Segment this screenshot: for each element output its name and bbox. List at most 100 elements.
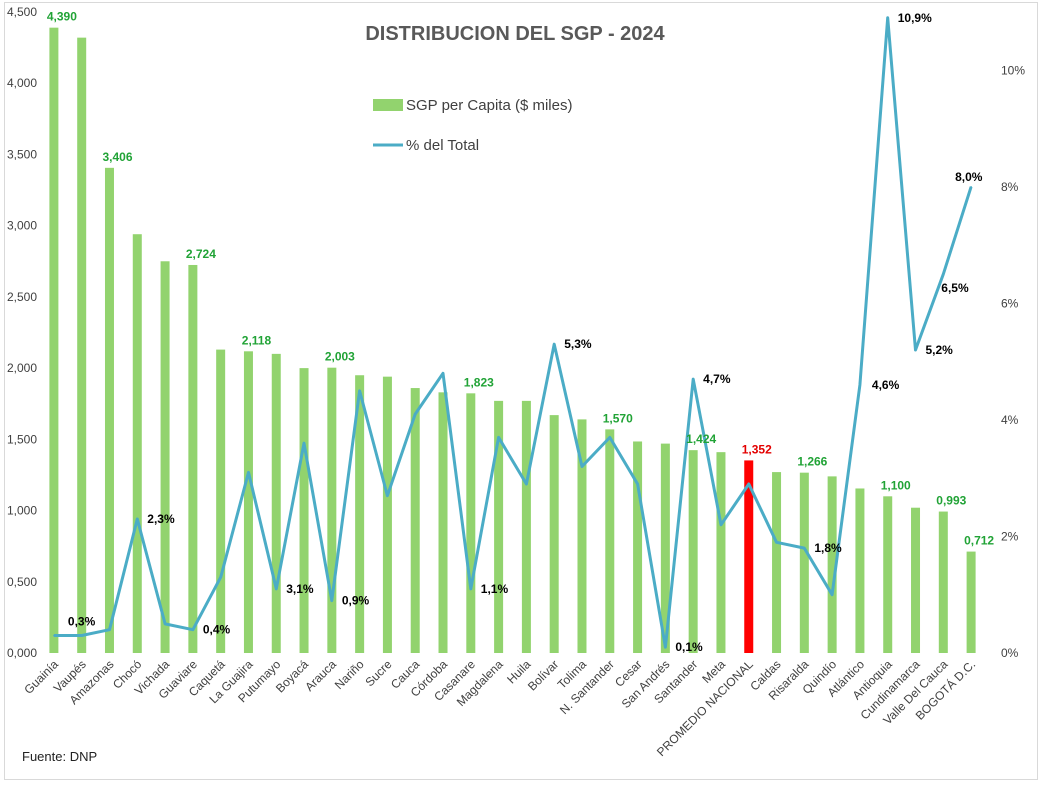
y-axis-right: 0% 2% 4% 6% 8% 10% bbox=[1001, 63, 1025, 660]
y-right-tick-label: 10% bbox=[1001, 63, 1025, 77]
bar bbox=[327, 367, 337, 653]
bar-value-label: 1,570 bbox=[603, 411, 633, 425]
percent-line bbox=[53, 16, 973, 649]
bar bbox=[494, 400, 504, 653]
line-point bbox=[470, 588, 472, 590]
line-value-label: 5,3% bbox=[564, 337, 592, 351]
legend-line-label: % del Total bbox=[406, 137, 479, 154]
line-point bbox=[692, 378, 694, 380]
bar bbox=[521, 400, 531, 653]
bar bbox=[216, 349, 226, 653]
line-series bbox=[53, 16, 973, 649]
bar bbox=[799, 472, 809, 653]
line-point bbox=[331, 599, 333, 602]
bar bbox=[772, 472, 782, 653]
bar bbox=[911, 507, 921, 653]
line-value-label: 0,9% bbox=[342, 594, 370, 608]
line-point bbox=[80, 634, 83, 637]
bar bbox=[466, 393, 476, 653]
line-point bbox=[53, 634, 55, 637]
line-value-label: 0,1% bbox=[675, 640, 703, 654]
legend-bar-label: SGP per Capita ($ miles) bbox=[406, 97, 572, 114]
line-point bbox=[775, 541, 778, 544]
y-left-tick-label: 4,000 bbox=[7, 76, 37, 90]
y-right-tick-label: 0% bbox=[1001, 646, 1019, 660]
x-axis-categories: GuainíaVaupésAmazonasChocóVichadaGuaviar… bbox=[21, 657, 978, 760]
legend-bar-swatch bbox=[373, 99, 403, 111]
y-left-tick-label: 2,500 bbox=[7, 290, 37, 304]
y-left-tick-label: 2,000 bbox=[7, 361, 37, 375]
line-point bbox=[247, 471, 250, 474]
line-point bbox=[358, 389, 361, 392]
line-point bbox=[942, 273, 945, 276]
line-point bbox=[303, 442, 305, 445]
bar bbox=[188, 264, 198, 653]
line-point bbox=[914, 349, 917, 351]
bar bbox=[299, 368, 309, 653]
bar bbox=[549, 415, 559, 653]
category-label: Arauca bbox=[302, 657, 339, 694]
bar bbox=[855, 488, 865, 653]
line-point bbox=[608, 436, 611, 439]
bar-value-label: 1,823 bbox=[464, 375, 494, 389]
bar-value-label: 3,406 bbox=[102, 150, 132, 164]
bar bbox=[716, 452, 726, 653]
line-point bbox=[497, 436, 500, 439]
line-point bbox=[219, 576, 222, 579]
line-point bbox=[136, 518, 139, 520]
bar bbox=[132, 234, 142, 654]
line-point bbox=[970, 186, 972, 188]
line-point bbox=[442, 372, 444, 375]
y-left-tick-label: 0,500 bbox=[7, 575, 37, 589]
bar bbox=[938, 511, 948, 653]
bar bbox=[355, 375, 365, 653]
bar bbox=[605, 429, 615, 653]
line-value-label: 1,8% bbox=[814, 541, 842, 555]
line-point bbox=[192, 628, 194, 631]
line-value-label: 4,6% bbox=[872, 378, 900, 392]
line-point bbox=[275, 588, 278, 590]
line-value-label: 1,1% bbox=[481, 582, 509, 596]
bar bbox=[966, 551, 976, 653]
chart-title: DISTRIBUCION DEL SGP - 2024 bbox=[365, 23, 665, 45]
y-left-tick-label: 3,000 bbox=[7, 219, 37, 233]
line-point bbox=[164, 623, 166, 625]
bar-series bbox=[49, 27, 976, 654]
bar bbox=[438, 392, 448, 653]
chart-frame bbox=[4, 2, 1038, 780]
y-right-tick-label: 8% bbox=[1001, 180, 1019, 194]
y-left-tick-label: 1,500 bbox=[7, 432, 37, 446]
bar-promedio-nacional bbox=[744, 460, 754, 653]
y-left-tick-label: 3,500 bbox=[7, 147, 37, 161]
category-label: Bolívar bbox=[525, 657, 561, 693]
bar-value-label: 2,118 bbox=[242, 333, 272, 347]
bar bbox=[688, 450, 698, 653]
bar bbox=[577, 419, 587, 653]
line-point bbox=[553, 343, 555, 345]
bar bbox=[243, 351, 253, 653]
bar-value-label: 4,390 bbox=[47, 10, 77, 24]
line-point bbox=[831, 593, 833, 596]
line-point bbox=[414, 413, 417, 415]
line-point bbox=[108, 628, 111, 631]
bar bbox=[410, 388, 420, 653]
line-point bbox=[803, 547, 806, 549]
bar bbox=[827, 476, 837, 653]
y-left-tick-label: 0,000 bbox=[7, 646, 37, 660]
legend: SGP per Capita ($ miles) % del Total bbox=[373, 97, 572, 154]
bar bbox=[660, 443, 670, 653]
line-point bbox=[581, 465, 583, 468]
y-left-tick-label: 4,500 bbox=[7, 5, 37, 19]
line-value-label: 6,5% bbox=[941, 281, 969, 295]
line-point bbox=[859, 384, 861, 386]
source-note: Fuente: DNP bbox=[22, 749, 97, 764]
line-value-label: 3,1% bbox=[286, 582, 314, 596]
line-point bbox=[664, 646, 667, 648]
bar-value-label: 2,724 bbox=[186, 247, 216, 261]
bar-value-label: 1,266 bbox=[797, 455, 827, 469]
line-value-label: 2,3% bbox=[147, 512, 175, 526]
y-left-tick-label: 1,000 bbox=[7, 504, 37, 518]
bar-value-label: 0,993 bbox=[936, 494, 966, 508]
bar-value-label: 2,003 bbox=[325, 350, 355, 364]
